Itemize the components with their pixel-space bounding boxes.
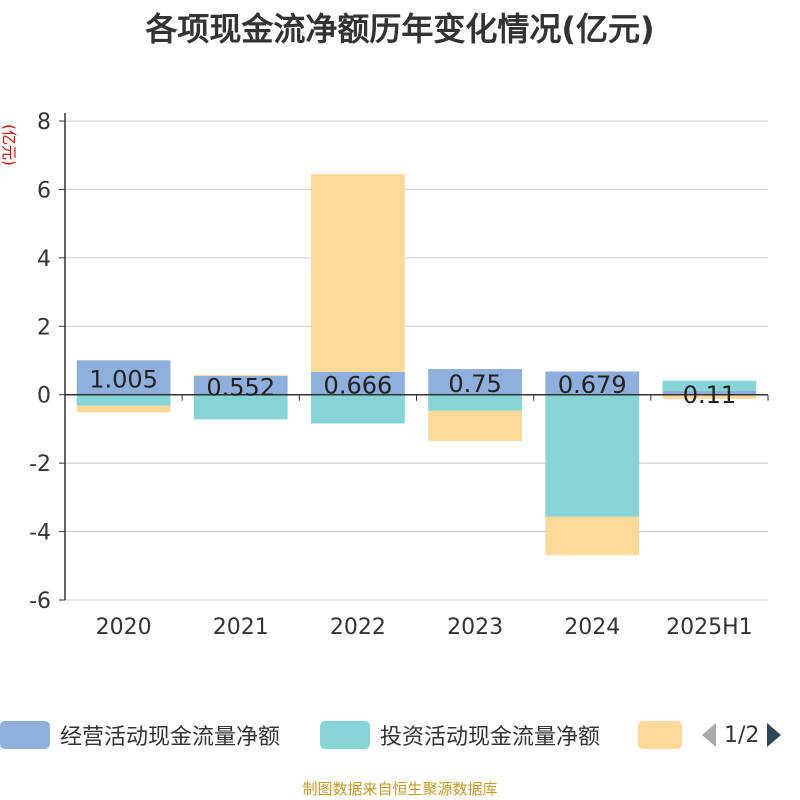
data-label-2021: 0.552 xyxy=(206,373,275,401)
y-tick-label: 8 xyxy=(37,110,51,135)
legend-swatch-operating xyxy=(0,721,50,749)
prev-page-icon[interactable] xyxy=(700,721,718,749)
y-tick-label: -2 xyxy=(29,452,51,477)
bar-series2-2024 xyxy=(545,516,640,556)
bar-series2-2025H1 xyxy=(662,394,757,399)
y-tick-label: 2 xyxy=(37,315,51,340)
data-label-2024: 0.679 xyxy=(558,371,627,399)
data-labels: 1.005 0.552 0.666 0.75 0.679 0.11 xyxy=(89,366,736,409)
data-label-2025H1: 0.11 xyxy=(683,381,736,409)
bar-series2-2022 xyxy=(311,174,405,372)
legend-item-financing[interactable] xyxy=(638,718,692,752)
bar-series0-2024 xyxy=(545,371,640,395)
bar-series1-2024 xyxy=(545,394,640,517)
bar-series2-2021 xyxy=(193,374,288,376)
y-axis-title: (亿元) xyxy=(0,124,18,166)
y-tick-label: 6 xyxy=(37,178,51,203)
bar-series1-2020 xyxy=(76,394,171,406)
y-tick-label: -4 xyxy=(29,521,51,546)
x-tick-label: 2020 xyxy=(96,615,152,640)
legend-label-investing: 投资活动现金流量净额 xyxy=(380,725,601,750)
x-tick-label: 2023 xyxy=(447,615,503,640)
bar-series1-2021 xyxy=(193,394,288,420)
legend-swatch-investing xyxy=(320,721,370,749)
next-page-icon[interactable] xyxy=(765,721,783,749)
bar-series0-2021 xyxy=(193,375,288,395)
data-label-2022: 0.666 xyxy=(324,371,393,399)
bar-series2-2023 xyxy=(428,410,522,441)
x-tick-label: 2024 xyxy=(564,615,620,640)
x-tick-label: 2025H1 xyxy=(666,615,753,640)
legend-item-operating[interactable]: 经营活动现金流量净额 xyxy=(0,718,280,752)
data-label-2023: 0.75 xyxy=(448,370,501,398)
y-tick-label: 0 xyxy=(37,384,51,409)
bar-series0-2025H1 xyxy=(662,390,757,395)
legend-item-investing[interactable]: 投资活动现金流量净额 xyxy=(320,718,600,752)
grid-lines xyxy=(65,120,768,601)
legend-pager: 1/2 xyxy=(700,718,783,752)
legend-label-operating: 经营活动现金流量净额 xyxy=(60,725,281,750)
bar-series0-2020 xyxy=(76,360,171,395)
bar-series1-2022 xyxy=(311,394,405,424)
bar-series0-2022 xyxy=(311,371,405,395)
bars xyxy=(76,174,757,556)
bar-series2-2020 xyxy=(76,405,171,413)
data-label-2020: 1.005 xyxy=(89,366,158,394)
bar-series1-2025H1 xyxy=(662,380,757,391)
y-tick-label: 4 xyxy=(37,247,51,272)
bar-series1-2023 xyxy=(428,394,522,411)
x-tick-label: 2021 xyxy=(213,615,269,640)
legend-page-indicator: 1/2 xyxy=(724,722,760,748)
y-tick-label: -6 xyxy=(29,589,51,614)
source-note: 制图数据来自恒生聚源数据库 xyxy=(302,780,498,798)
x-tick-label: 2022 xyxy=(330,615,386,640)
chart-title: 各项现金流净额历年变化情况(亿元) xyxy=(145,10,655,48)
axes: -6 -4 -2 0 2 4 6 8 2020 2021 2022 2023 2024 2025H1 xyxy=(29,110,769,640)
bar-series0-2023 xyxy=(428,369,522,395)
legend-swatch-financing xyxy=(638,721,682,749)
